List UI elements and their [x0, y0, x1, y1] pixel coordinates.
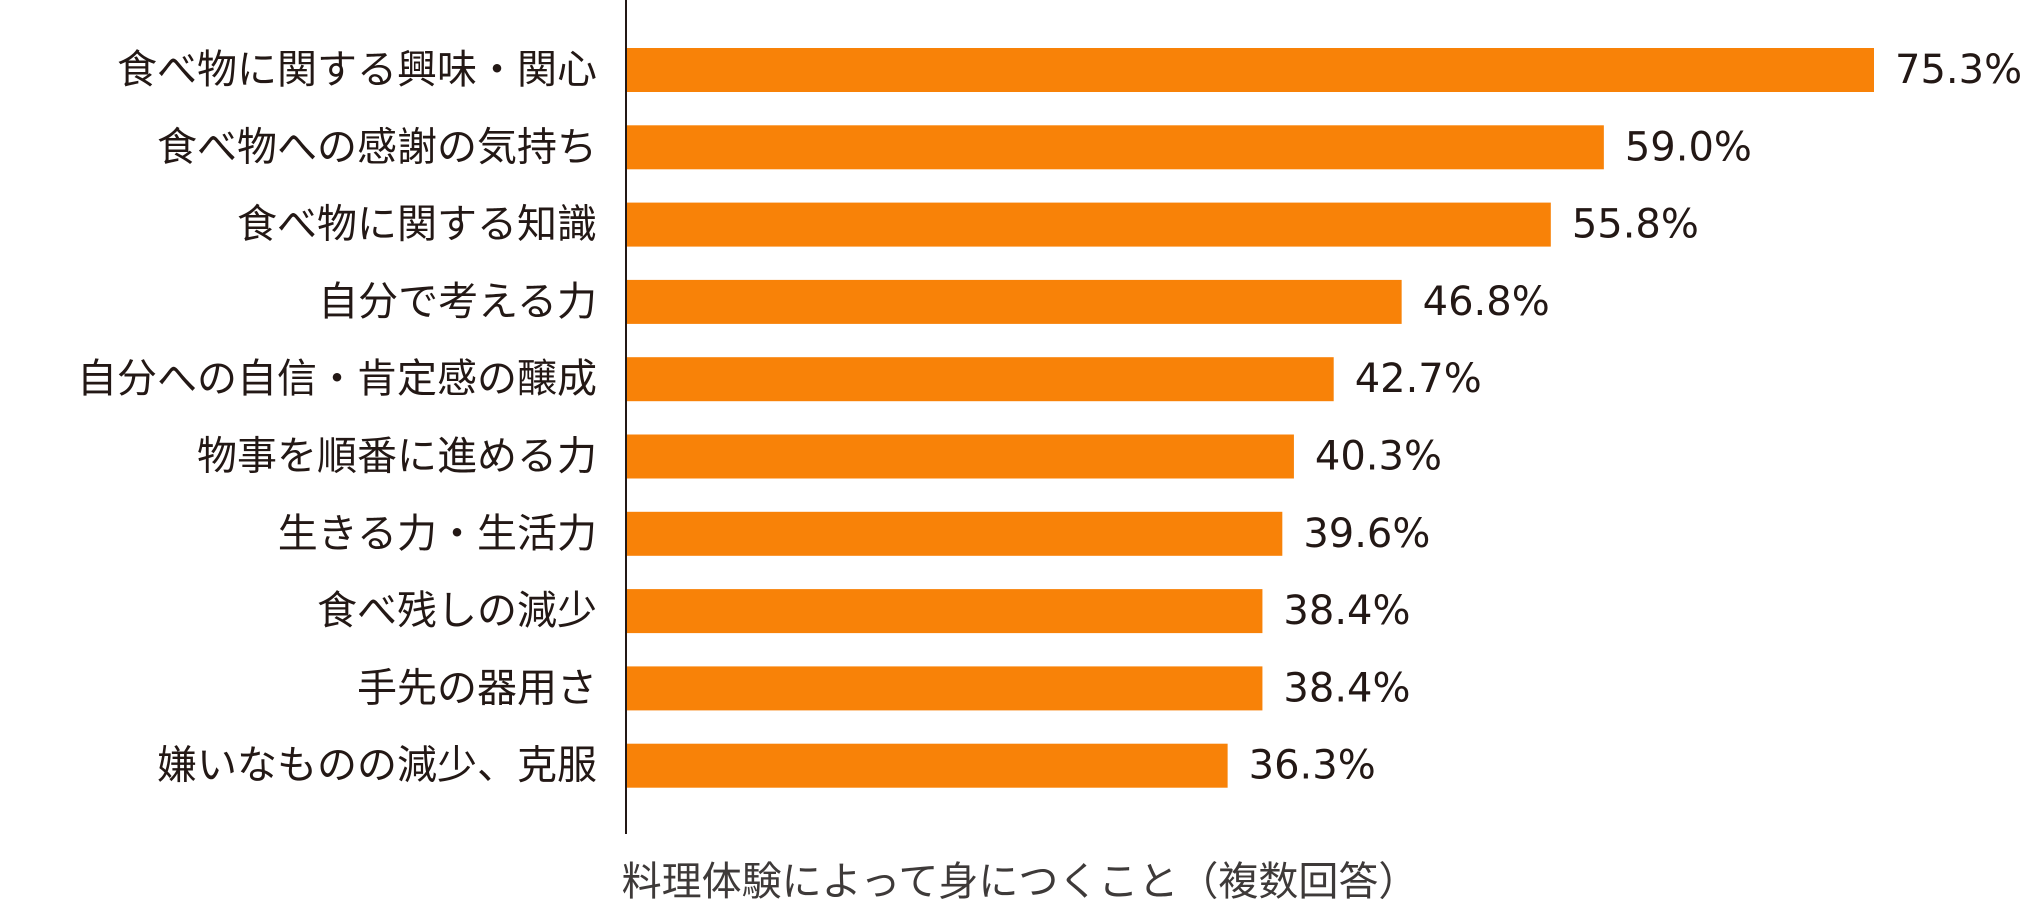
- bar: [626, 202, 1551, 247]
- value-label: 46.8%: [1423, 279, 1550, 325]
- value-label: 42.7%: [1355, 356, 1482, 402]
- category-label: 食べ物に関する興味・関心: [117, 47, 597, 93]
- chart-caption: 料理体験によって身につくこと（複数回答）: [622, 859, 1419, 905]
- bar: [626, 511, 1283, 556]
- bar: [626, 666, 1263, 711]
- category-label: 食べ物に関する知識: [237, 202, 597, 248]
- value-label: 59.0%: [1625, 124, 1752, 170]
- category-label: 手先の器用さ: [357, 665, 597, 711]
- category-label: 食べ残しの減少: [317, 588, 597, 634]
- category-label: 食べ物への感謝の気持ち: [157, 124, 597, 170]
- value-label: 38.4%: [1283, 665, 1410, 711]
- category-labels-group: 食べ物に関する興味・関心食べ物への感謝の気持ち食べ物に関する知識自分で考える力自…: [77, 47, 597, 789]
- value-label: 39.6%: [1303, 511, 1430, 557]
- value-label: 75.3%: [1895, 47, 2022, 93]
- category-label: 生きる力・生活力: [278, 511, 597, 557]
- bar: [626, 743, 1228, 788]
- bar: [626, 589, 1263, 634]
- bar: [626, 279, 1402, 324]
- value-label: 55.8%: [1572, 202, 1699, 248]
- bar: [626, 48, 1874, 92]
- category-label: 自分への自信・肯定感の醸成: [77, 356, 597, 402]
- value-labels-group: 75.3% 59.0% 55.8% 46.8% 42.7% 40.3% 39.6% 38.4%…: [1249, 47, 2022, 789]
- bars-group: [626, 48, 1874, 788]
- bar: [626, 434, 1294, 479]
- value-label: 38.4%: [1283, 588, 1410, 634]
- value-label: 40.3%: [1315, 434, 1442, 480]
- bar: [626, 125, 1604, 170]
- category-label: 物事を順番に進める力: [197, 434, 597, 480]
- category-label: 自分で考える力: [318, 279, 597, 325]
- value-label: 36.3%: [1249, 743, 1376, 789]
- category-label: 嫌いなものの減少、克服: [157, 743, 597, 789]
- bar: [626, 357, 1334, 402]
